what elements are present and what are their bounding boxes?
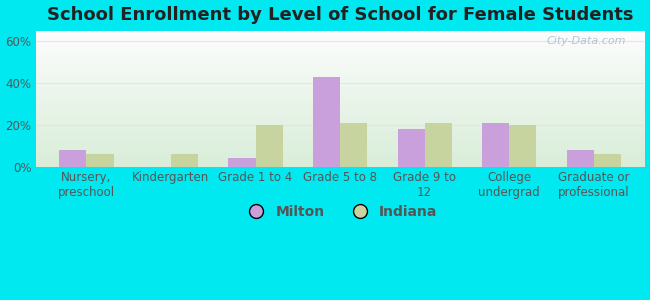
- Title: School Enrollment by Level of School for Female Students: School Enrollment by Level of School for…: [47, 6, 633, 24]
- Bar: [229, 158, 255, 166]
- Bar: [59, 150, 86, 166]
- Bar: [509, 125, 536, 166]
- Bar: [171, 154, 198, 167]
- Bar: [86, 154, 114, 167]
- Bar: [340, 123, 367, 166]
- Bar: [424, 123, 452, 166]
- Text: City-Data.com: City-Data.com: [547, 36, 626, 46]
- Bar: [593, 154, 621, 167]
- Legend: Milton, Indiana: Milton, Indiana: [237, 200, 443, 225]
- Bar: [567, 150, 593, 166]
- Bar: [313, 76, 340, 166]
- Bar: [255, 125, 283, 166]
- Bar: [482, 123, 509, 166]
- Bar: [398, 129, 424, 166]
